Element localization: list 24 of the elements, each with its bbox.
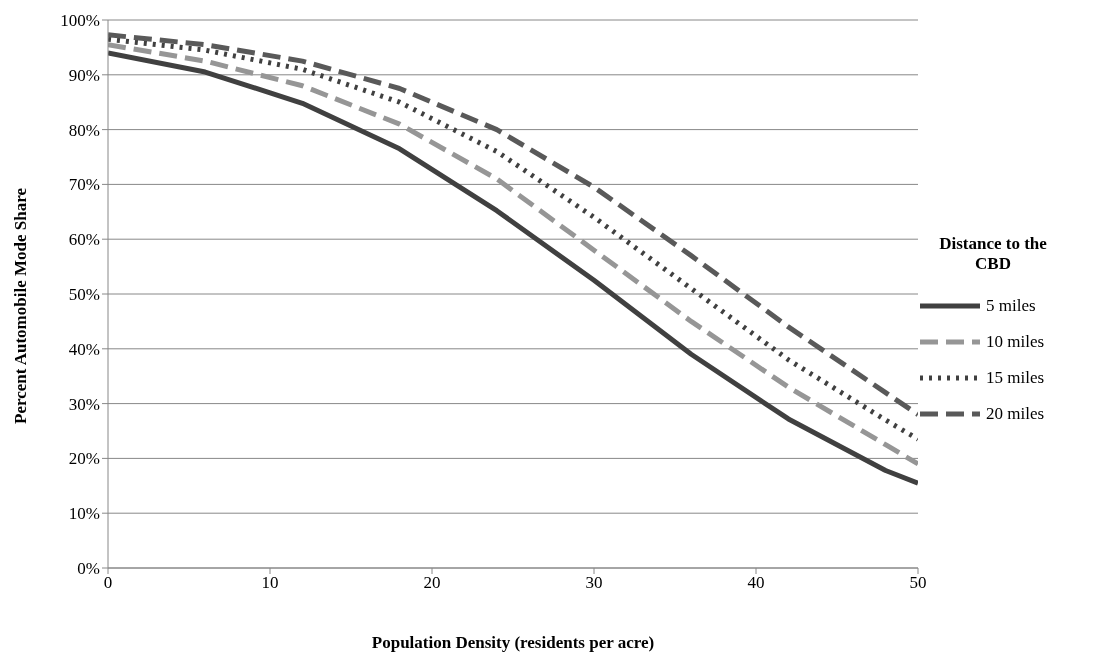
legend-title: Distance to the CBD: [938, 234, 1048, 274]
x-tick-label: 50: [909, 573, 927, 593]
legend-label: 20 miles: [986, 404, 1045, 424]
x-tick-label: 0: [103, 573, 113, 593]
y-tick-label: 40%: [68, 339, 100, 359]
y-tick-label: 60%: [68, 230, 100, 250]
y-tick-label: 30%: [68, 394, 100, 414]
x-tick-label: 10: [261, 573, 279, 593]
legend-label: 15 miles: [986, 368, 1045, 388]
y-axis-title: Percent Automobile Mode Share: [11, 187, 31, 424]
x-tick-label: 20: [423, 573, 441, 593]
x-tick-label: 30: [585, 573, 603, 593]
x-axis-title: Population Density (residents per acre): [371, 633, 655, 652]
legend-label: 5 miles: [986, 296, 1036, 316]
y-tick-label: 10%: [68, 504, 100, 524]
y-tick-label: 50%: [68, 285, 100, 305]
y-tick-label: 70%: [68, 175, 100, 195]
y-tick-label: 0%: [77, 559, 100, 579]
y-tick-label: 80%: [68, 120, 100, 140]
y-tick-label: 20%: [68, 449, 100, 469]
legend-label: 10 miles: [986, 332, 1045, 352]
x-tick-label: 40: [747, 573, 765, 593]
y-tick-label: 90%: [68, 65, 100, 85]
y-tick-label: 100%: [60, 11, 100, 31]
